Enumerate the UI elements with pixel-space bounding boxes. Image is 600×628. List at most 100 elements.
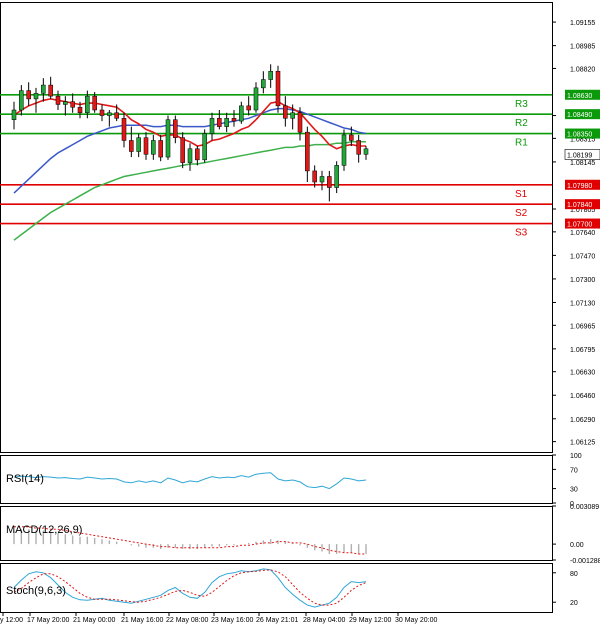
candle-body <box>158 140 163 158</box>
level-name-s2: S2 <box>515 208 528 219</box>
candle-body <box>33 93 39 100</box>
level-name-s3: S3 <box>515 228 528 239</box>
candle <box>334 161 339 194</box>
candle <box>283 96 288 127</box>
candle-body <box>55 95 61 105</box>
price-tick-label: 1.06795 <box>570 347 595 354</box>
candle <box>26 82 31 106</box>
candle-body <box>26 90 31 100</box>
level-price-box <box>565 109 600 120</box>
pane-border-macd <box>0 506 553 561</box>
candle-body <box>143 137 149 155</box>
time-axis: y 12:00 17 May 20:00 21 May 00:00 21 May 16… <box>0 612 438 624</box>
macd-label: MACD(12,26,9) <box>6 524 82 536</box>
candle-body <box>187 148 193 163</box>
level-price-box <box>565 199 600 210</box>
candle-body <box>275 70 281 107</box>
candle-body <box>268 70 273 80</box>
candle-body <box>136 137 141 152</box>
candle-body <box>363 148 369 155</box>
candle <box>180 132 185 169</box>
candle-body <box>261 79 266 89</box>
price-tick-label: 1.06290 <box>570 417 595 424</box>
candle <box>297 107 303 141</box>
candle <box>356 134 361 163</box>
macd-tick-label: 0.00 <box>570 542 584 549</box>
macd-tick-label: 0.003089 <box>570 504 599 511</box>
candle <box>151 134 156 160</box>
price-tick-label: 1.06630 <box>570 370 595 377</box>
level-price-box <box>565 218 600 229</box>
candle-body <box>121 118 127 141</box>
price-tick-label: 1.08820 <box>570 66 595 73</box>
candle-body <box>129 140 134 152</box>
candle-body <box>217 118 222 127</box>
candle <box>99 104 105 122</box>
candle-body <box>297 112 303 133</box>
price-tick-label: 1.07805 <box>570 207 595 214</box>
candle-body <box>11 109 17 120</box>
candle-body <box>92 95 97 111</box>
rsi-label: RSI(14) <box>6 473 44 485</box>
candle <box>63 96 68 116</box>
rsi-tick-label: 30 <box>570 487 578 494</box>
candle-body <box>356 140 361 155</box>
rsi-tick-label: 100 <box>570 453 582 460</box>
time-tick-label: 22 May 08:00 <box>166 617 209 624</box>
ma-blue-line <box>13 107 367 194</box>
price-tick-label: 1.08315 <box>570 136 595 143</box>
pane-border-main <box>0 2 553 453</box>
price-tick-label: 1.08985 <box>570 44 595 51</box>
candle <box>268 64 273 88</box>
candle-body <box>202 133 207 161</box>
candle-body <box>77 106 83 114</box>
pane-border-stoch <box>0 563 553 613</box>
candle <box>202 129 207 163</box>
rsi-tick-label: 0 <box>570 501 574 508</box>
candle-body <box>41 84 46 94</box>
candle <box>85 90 90 119</box>
candle-body <box>107 112 112 116</box>
stoch-pane: 80 20 Stoch(9,6,3) <box>6 568 578 608</box>
candle <box>41 78 46 102</box>
pane-border-rsi <box>0 455 553 504</box>
time-tick-label: 26 May 21:01 <box>256 617 299 624</box>
price-tick-label: 1.06125 <box>570 440 595 447</box>
candle <box>349 126 354 146</box>
candle-body <box>165 119 171 158</box>
candle-body <box>341 134 347 166</box>
candle <box>173 115 178 144</box>
price-tick-label: 1.07640 <box>570 230 595 237</box>
level-price-label: 1.08630 <box>567 93 592 100</box>
candle <box>217 110 222 130</box>
candle <box>275 65 281 113</box>
time-tick-label: 23 May 16:00 <box>211 617 254 624</box>
candle <box>129 126 134 158</box>
candle <box>136 133 141 158</box>
price-tick-label: 1.08145 <box>570 160 595 167</box>
level-price-box <box>565 179 600 190</box>
candle <box>121 112 127 148</box>
candle-body <box>319 176 325 183</box>
main-price-pane: 1.091551.089851.088201.084801.083151.081… <box>0 20 600 447</box>
time-tick-label: y 12:00 <box>0 617 23 624</box>
candle <box>305 126 310 182</box>
candle <box>239 101 244 124</box>
candle-body <box>180 137 185 163</box>
stoch-label: Stoch(9,6,3) <box>6 585 66 597</box>
candle-body <box>48 84 53 97</box>
candle <box>114 104 119 122</box>
candle-body <box>312 170 317 183</box>
level-price-label: 1.07700 <box>567 222 592 229</box>
price-tick-label: 1.06965 <box>570 323 595 330</box>
candle <box>224 112 229 133</box>
candle <box>187 143 193 171</box>
candle <box>11 101 17 130</box>
price-tick-label: 1.07300 <box>570 277 595 284</box>
time-tick-label: 17 May 20:00 <box>27 617 70 624</box>
candle-body <box>19 90 24 111</box>
candle <box>363 146 369 160</box>
macd-pane: 0.003089 0.00 -0.001288 MACD(12,26,9) <box>6 504 600 565</box>
stoch-tick-label: 80 <box>570 571 578 578</box>
